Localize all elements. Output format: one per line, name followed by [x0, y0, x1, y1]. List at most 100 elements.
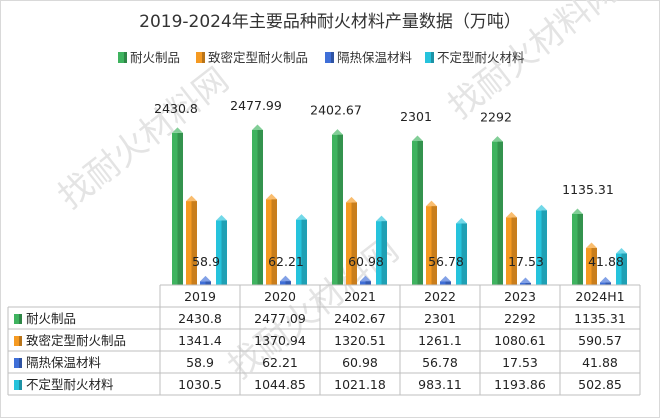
- bar-cap-0-1: [252, 124, 263, 130]
- table-cell-0-2: 2402.67: [334, 311, 386, 326]
- bar-cap-3-2: [376, 215, 387, 222]
- table-key-1: [14, 336, 19, 346]
- bar-cap-1-0: [186, 195, 197, 202]
- bar-side-1-2: [351, 202, 357, 285]
- bar-cap-2-4: [520, 277, 531, 283]
- table-key-3: [14, 380, 19, 390]
- bar-side-0-2: [337, 134, 343, 285]
- bar-side-2-1: [285, 281, 291, 285]
- bar-side-0-3: [417, 141, 423, 285]
- bar-cap-0-4: [492, 136, 503, 142]
- table-key-2: [14, 358, 19, 368]
- table-cell-0-5: 1135.31: [574, 311, 626, 326]
- legend-swatch-side-2: [331, 52, 334, 63]
- table-key-side-2: [19, 358, 22, 368]
- bar-side-0-4: [497, 141, 503, 285]
- data-label-s2-0: 58.9: [192, 254, 220, 269]
- category-label-1: 2020: [264, 289, 296, 304]
- table-row-label-1: 致密定型耐火制品: [26, 333, 126, 348]
- table-cell-0-3: 2301: [424, 311, 456, 326]
- table-cell-3-2: 1021.18: [334, 377, 386, 392]
- table-cell-0-0: 2430.8: [178, 311, 222, 326]
- data-label-s2-5: 41.88: [588, 254, 624, 269]
- bar-cap-1-3: [426, 200, 437, 207]
- bar-side-0-0: [177, 132, 183, 285]
- bar-cap-3-4: [536, 204, 547, 211]
- bar-cap-2-3: [440, 275, 451, 282]
- bar-side-3-0: [221, 220, 227, 285]
- legend-label-2: 隔热保温材料: [337, 50, 413, 65]
- legend-swatch-2: [325, 52, 331, 63]
- data-label-s2-4: 17.53: [508, 254, 544, 269]
- legend-swatch-side-0: [124, 52, 127, 63]
- table-key-side-0: [19, 314, 22, 324]
- bar-side-1-4: [511, 217, 517, 285]
- table-row-label-3: 不定型耐火材料: [26, 377, 114, 392]
- table-cell-1-3: 1261.1: [418, 333, 462, 348]
- category-label-4: 2023: [504, 289, 536, 304]
- bar-cap-2-2: [360, 275, 371, 282]
- data-label-s0-1: 2477.99: [230, 98, 282, 113]
- bar-cap-3-5: [616, 248, 627, 254]
- bar-side-1-0: [191, 201, 197, 285]
- legend-label-1: 致密定型耐火制品: [208, 50, 308, 65]
- table-cell-1-5: 590.57: [578, 333, 622, 348]
- bar-cap-0-2: [332, 129, 343, 135]
- table-cell-1-1: 1370.94: [254, 333, 306, 348]
- bar-cap-3-3: [456, 217, 467, 224]
- bar-side-0-5: [577, 213, 583, 285]
- table-cell-1-2: 1320.51: [334, 333, 386, 348]
- bar-side-1-3: [431, 206, 437, 285]
- table-row-label-0: 耐火制品: [26, 311, 76, 326]
- bar-cap-3-0: [216, 215, 227, 221]
- bar-side-2-2: [365, 281, 371, 285]
- category-label-0: 2019: [184, 289, 216, 304]
- table-cell-2-2: 60.98: [342, 355, 378, 370]
- table-cell-2-3: 56.78: [422, 355, 458, 370]
- table-cell-3-3: 983.11: [418, 377, 462, 392]
- data-label-s0-5: 1135.31: [562, 182, 614, 197]
- data-label-s0-4: 2292: [480, 110, 512, 125]
- bar-side-3-5: [621, 253, 627, 285]
- table-cell-2-5: 41.88: [582, 355, 618, 370]
- bar-cap-2-0: [200, 275, 211, 282]
- legend-label-0: 耐火制品: [130, 50, 180, 65]
- bar-cap-0-5: [572, 208, 583, 214]
- legend-swatch-side-1: [202, 52, 205, 63]
- bar-side-2-0: [205, 281, 211, 285]
- category-label-2: 2021: [344, 289, 376, 304]
- table-cell-0-4: 2292: [504, 311, 536, 326]
- bar-side-2-3: [445, 281, 451, 285]
- category-label-5: 2024H1: [575, 289, 624, 304]
- bar-side-3-3: [461, 223, 467, 285]
- table-cell-3-4: 1193.86: [494, 377, 546, 392]
- table-cell-2-1: 62.21: [262, 355, 298, 370]
- bar-cap-3-1: [296, 214, 307, 220]
- data-label-s0-3: 2301: [400, 109, 432, 124]
- legend-swatch-1: [196, 52, 202, 63]
- bar-cap-2-1: [280, 275, 291, 282]
- table-cell-1-0: 1341.4: [178, 333, 222, 348]
- watermark-text: 找耐火材料网: [51, 60, 236, 217]
- data-label-s0-0: 2430.8: [154, 101, 198, 116]
- bar-side-2-5: [605, 282, 611, 285]
- table-cell-2-4: 17.53: [502, 355, 538, 370]
- bar-side-3-2: [381, 221, 387, 285]
- bar-cap-0-0: [172, 127, 183, 133]
- legend-swatch-3: [425, 52, 431, 63]
- data-label-s2-1: 62.21: [268, 254, 304, 269]
- table-key-side-1: [19, 336, 22, 346]
- bar-side-2-4: [525, 283, 531, 285]
- table-row-label-2: 隔热保温材料: [26, 355, 102, 370]
- legend-label-3: 不定型耐火材料: [437, 50, 525, 65]
- data-label-s2-3: 56.78: [428, 254, 464, 269]
- bar-side-3-4: [541, 210, 547, 285]
- bar-cap-2-5: [600, 276, 611, 283]
- bar-side-1-1: [271, 199, 277, 285]
- bar-cap-0-3: [412, 135, 423, 142]
- table-key-side-3: [19, 380, 22, 390]
- bar-side-0-1: [257, 130, 263, 285]
- legend-swatch-side-3: [431, 52, 434, 63]
- table-cell-3-0: 1030.5: [178, 377, 222, 392]
